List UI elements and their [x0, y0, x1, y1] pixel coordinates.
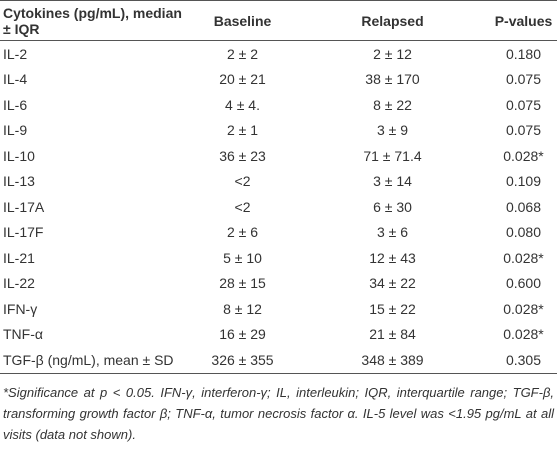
table-cell: IL-22: [3, 275, 35, 292]
header-cell: Cytokines (pg/mL), median ± IQR: [0, 0, 190, 41]
table-cell: 348 ± 389: [361, 351, 424, 368]
table-cell: 28 ± 15: [219, 275, 266, 292]
table-cell: 0.028*: [503, 300, 544, 317]
table-row: IL-6 4 ± 4. 8 ± 22 0.075: [0, 92, 557, 118]
table-cell: 0.068: [505, 198, 542, 215]
table-cell: 0.028*: [503, 326, 544, 343]
table-cell: IL-17F: [3, 224, 44, 241]
table-cell: TNF-α: [3, 326, 43, 343]
table-cell: IL-13: [3, 173, 35, 190]
table-head: Cytokines (pg/mL), median ± IQR Baseline R…: [0, 0, 557, 41]
table-cell: 0.600: [505, 275, 542, 292]
table-cell: <2: [234, 173, 251, 190]
table-cell: 36 ± 23: [219, 147, 266, 164]
table-row: IL-17A <2 6 ± 30 0.068: [0, 194, 557, 220]
table-row: IL-4 20 ± 21 38 ± 170 0.075: [0, 67, 557, 93]
table-cell: 0.180: [505, 45, 542, 62]
header-cell: Relapsed: [295, 0, 490, 41]
table-cell: IL-6: [3, 96, 28, 113]
table-cell: 0.109: [505, 173, 542, 190]
table-cell: 2 ± 1: [226, 122, 259, 139]
table-cell: 0.028*: [503, 147, 544, 164]
table-cell: 3 ± 6: [376, 224, 409, 241]
table-cell: 2 ± 2: [226, 45, 259, 62]
table-cell: IL-10: [3, 147, 35, 164]
data-table: Cytokines (pg/mL), median ± IQR Baseline R…: [0, 0, 557, 374]
table-cell: 34 ± 22: [369, 275, 416, 292]
table-cell: IL-17A: [3, 198, 45, 215]
table-cell: 3 ± 14: [373, 173, 412, 190]
table-cell: 71 ± 71.4: [363, 147, 422, 164]
table-cell: 6 ± 30: [373, 198, 412, 215]
table-cell: 0.305: [505, 351, 542, 368]
table-cell: 0.075: [505, 122, 542, 139]
table-cell: 12 ± 43: [369, 249, 416, 266]
table-cell: IFN-γ: [3, 300, 38, 317]
table-cell: 5 ± 10: [223, 249, 262, 266]
table-cell: 4 ± 4.: [225, 96, 260, 113]
table-cell: 2 ± 12: [373, 45, 412, 62]
table-cell: TGF-β (ng/mL), mean ± SD: [3, 351, 174, 368]
table-cell: IL-9: [3, 122, 28, 139]
table-cell: 3 ± 9: [376, 122, 409, 139]
table-row: IL-2 2 ± 2 2 ± 12 0.180: [0, 41, 557, 67]
header-cell: P-values: [490, 0, 557, 41]
table-row: IL-13 <2 3 ± 14 0.109: [0, 169, 557, 195]
header-cell: Baseline: [190, 0, 295, 41]
table-row: IL-9 2 ± 1 3 ± 9 0.075: [0, 118, 557, 144]
table-body: IL-2 2 ± 2 2 ± 12 0.180 IL-4 20 ± 21 38 ± 170 0…: [0, 41, 557, 374]
table-cell: IL-4: [3, 71, 28, 88]
table-row: IL-21 5 ± 10 12 ± 43 0.028*: [0, 245, 557, 271]
table-cell: 21 ± 84: [369, 326, 416, 343]
table-cell: 38 ± 170: [365, 71, 420, 88]
table-cell: 326 ± 355: [211, 351, 274, 368]
table-cell: 2 ± 6: [226, 224, 259, 241]
table-cell: 0.075: [505, 71, 542, 88]
table-cell: 0.075: [505, 96, 542, 113]
table-cell: 20 ± 21: [219, 71, 266, 88]
table-cell: IL-21: [3, 249, 35, 266]
table-row: IL-22 28 ± 15 34 ± 22 0.600: [0, 271, 557, 297]
table-cell: 16 ± 29: [219, 326, 266, 343]
table-cell: 0.080: [505, 224, 542, 241]
table-row: TGF-β (ng/mL), mean ± SD 326 ± 355 348 ± 3…: [0, 347, 557, 373]
table-cell: 8 ± 22: [373, 96, 412, 113]
footnote: *Significance at p < 0.05. IFN-γ, interf…: [3, 384, 554, 442]
table-row: TNF-α 16 ± 29 21 ± 84 0.028*: [0, 322, 557, 348]
table-cell: 0.028*: [503, 249, 544, 266]
table-cell: 8 ± 12: [223, 300, 262, 317]
table-cell: 15 ± 22: [369, 300, 416, 317]
header-row: Cytokines (pg/mL), median ± IQR Baseline R…: [0, 0, 557, 41]
table-cell: <2: [234, 198, 251, 215]
table-row: IFN-γ 8 ± 12 15 ± 22 0.028*: [0, 296, 557, 322]
table-cell: IL-2: [3, 45, 28, 62]
table-row: IL-17F 2 ± 6 3 ± 6 0.080: [0, 220, 557, 246]
table-row: IL-10 36 ± 23 71 ± 71.4 0.028*: [0, 143, 557, 169]
